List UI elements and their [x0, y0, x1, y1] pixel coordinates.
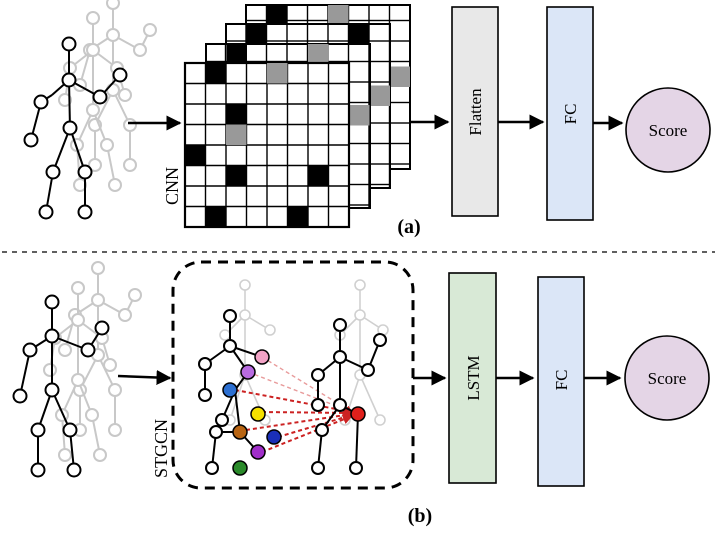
stgcn-faded-skeletons: [219, 279, 389, 426]
fc-label-a: FC: [561, 104, 580, 125]
stgcn-box: [171, 260, 415, 490]
joint-green: [232, 460, 248, 476]
stgcn-skeleton-left: [198, 309, 263, 475]
cnn-label: CNN: [162, 167, 182, 205]
skeleton-figure: [23, 36, 128, 220]
fc-block-a: [546, 6, 594, 221]
faded-skeleton-group: [58, 0, 157, 192]
joint-blue: [222, 382, 238, 398]
arrow-to-stgcn: [117, 369, 172, 385]
skeleton-figure-b: [12, 294, 110, 478]
score-label-a: Score: [649, 121, 688, 140]
cnn-feature-maps: [183, 4, 411, 229]
panel-a: CNN Flatten FC Score (a): [23, 0, 711, 238]
panel-b: STGCN: [12, 260, 710, 527]
joint-navy: [266, 429, 282, 445]
stgcn-label: STGCN: [151, 419, 171, 478]
fc-block-b: [537, 276, 585, 487]
joint-purple: [240, 364, 256, 380]
lstm-label: LSTM: [464, 355, 483, 400]
joint-violet: [250, 444, 266, 460]
joint-yellow: [250, 406, 266, 422]
caption-b: (b): [408, 505, 432, 527]
joint-pink: [254, 349, 270, 365]
fc-label-b: FC: [552, 370, 571, 391]
score-node-a: [625, 87, 711, 173]
faded-skeleton-group-b: [43, 261, 142, 462]
flatten-label: Flatten: [466, 88, 485, 136]
score-node-b: [624, 335, 710, 421]
flatten-block: [451, 6, 499, 217]
colored-joints: [222, 349, 366, 476]
joint-orange: [232, 424, 248, 440]
score-label-b: Score: [648, 369, 687, 388]
stgcn-skeleton-right: [311, 318, 387, 475]
feature-map-front: [183, 61, 351, 229]
joint-red-target: [350, 406, 366, 422]
caption-a: (a): [397, 216, 420, 238]
